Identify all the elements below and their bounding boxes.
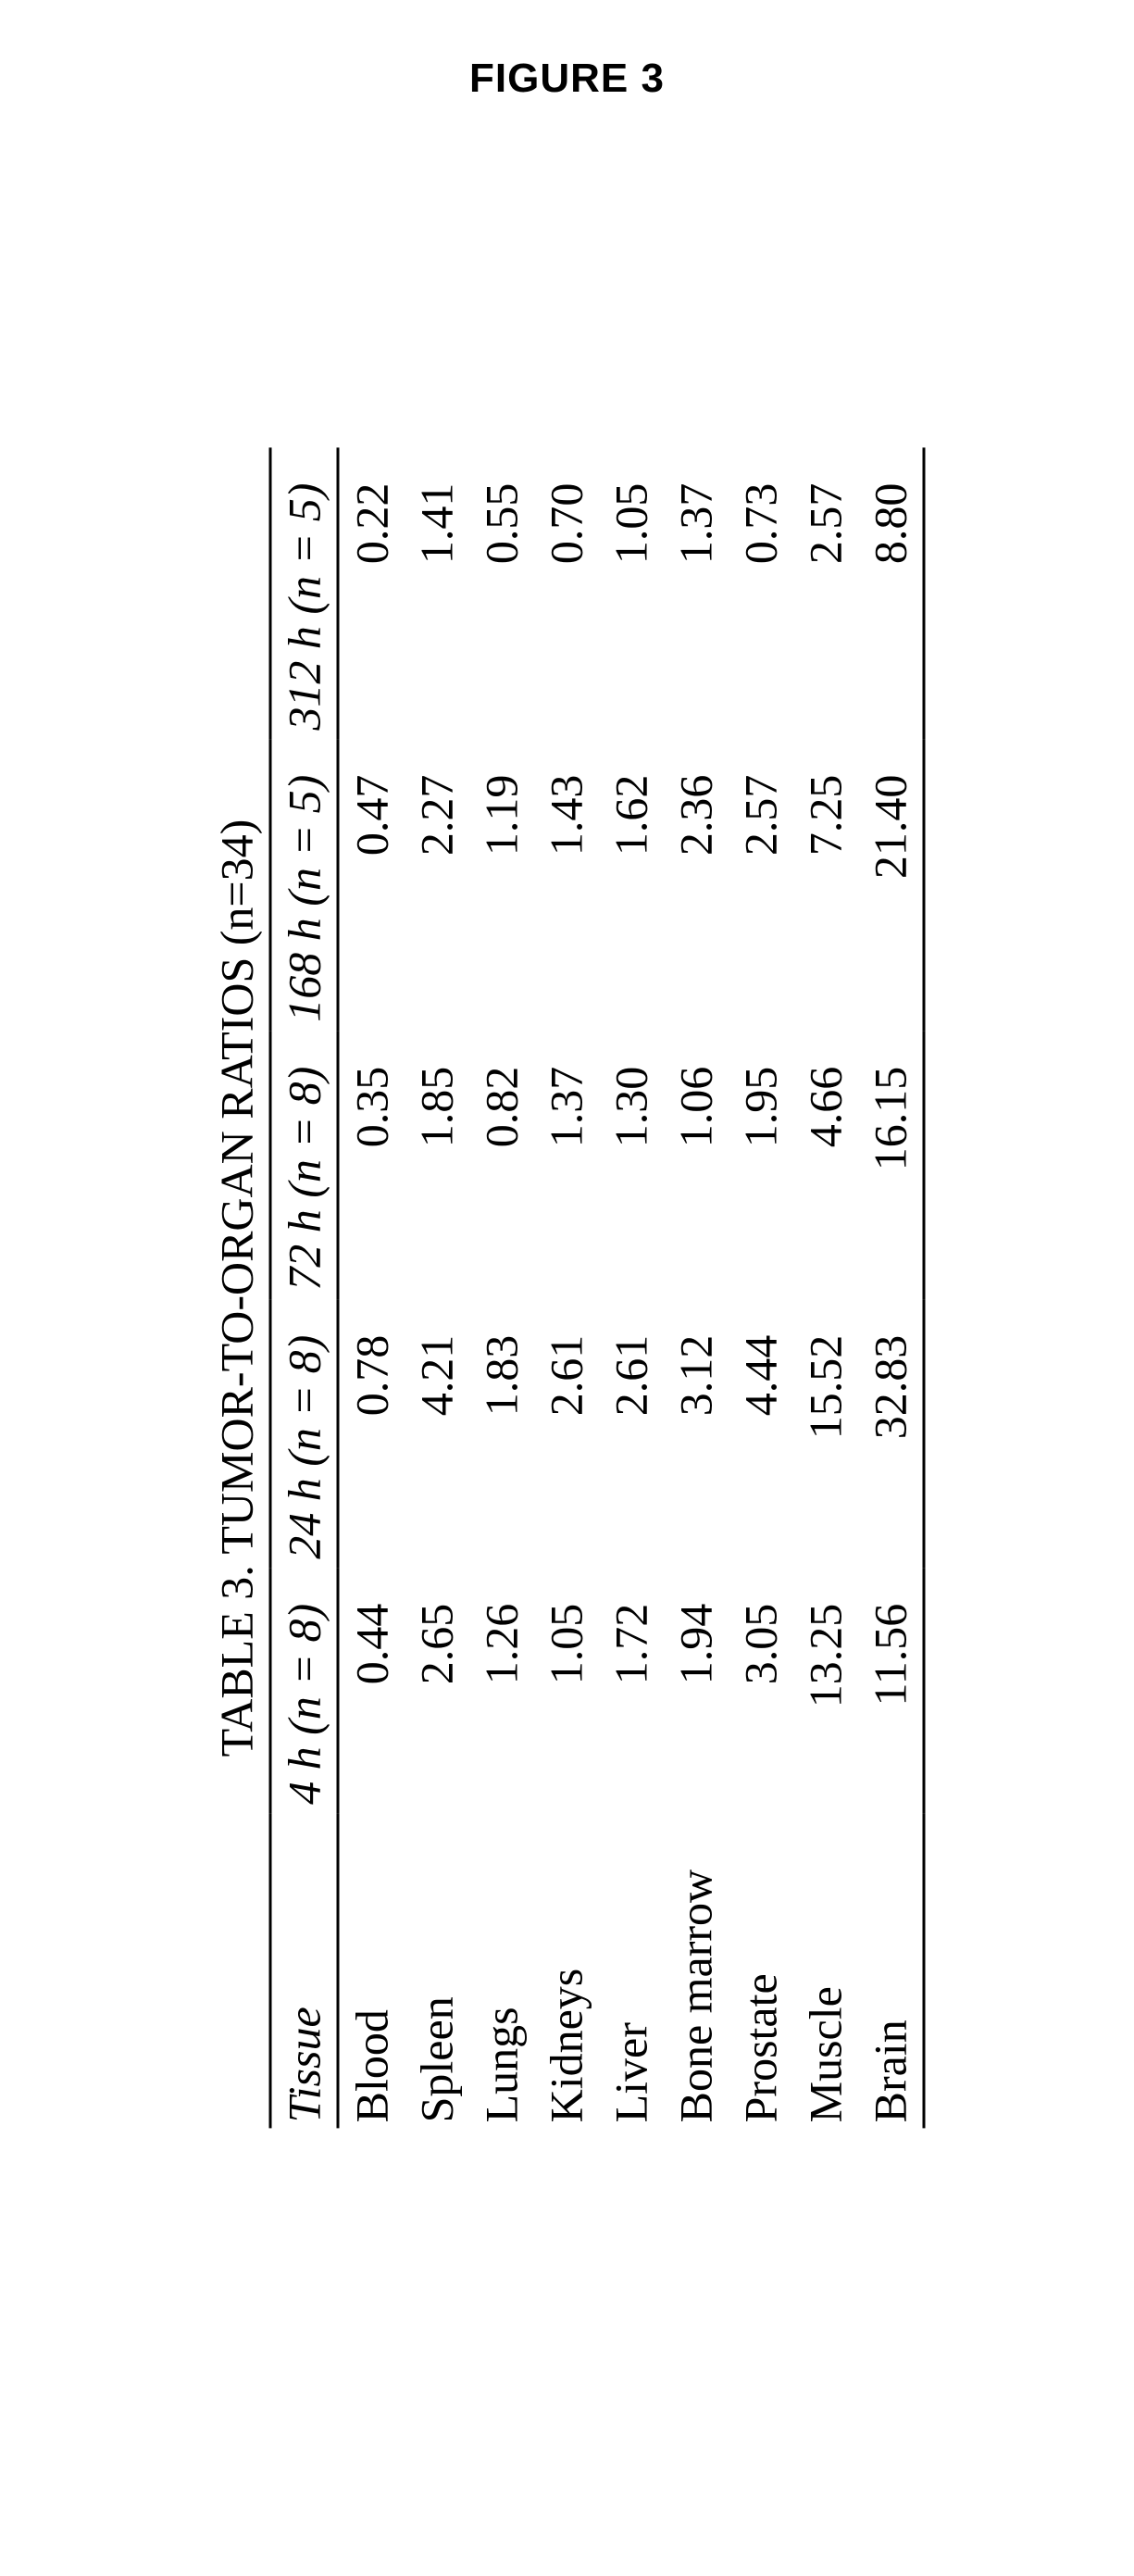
cell: 2.27 (404, 740, 468, 1032)
cell: 1.05 (598, 448, 663, 740)
page: FIGURE 3 TABLE 3. TUMOR-TO-ORGAN RATIOS … (0, 0, 1134, 2576)
table-row: Lungs 1.26 1.83 0.82 1.19 0.55 (468, 448, 533, 2129)
cell: 32.83 (857, 1300, 924, 1569)
cell: 1.37 (533, 1032, 598, 1300)
row-label: Blood (338, 1814, 405, 2129)
cell: 2.65 (404, 1569, 468, 1814)
cell: 1.83 (468, 1300, 533, 1569)
cell: 3.12 (663, 1300, 728, 1569)
cell: 0.47 (338, 740, 405, 1032)
row-header-label: Tissue (270, 1814, 338, 2129)
table-row: Blood 0.44 0.78 0.35 0.47 0.22 (338, 448, 405, 2129)
table-row: Kidneys 1.05 2.61 1.37 1.43 0.70 (533, 448, 598, 2129)
row-label: Liver (598, 1814, 663, 2129)
table-container: TABLE 3. TUMOR-TO-ORGAN RATIOS (n=34) Ti… (209, 448, 925, 2129)
table-row: Spleen 2.65 4.21 1.85 2.27 1.41 (404, 448, 468, 2129)
table-body: Blood 0.44 0.78 0.35 0.47 0.22 Spleen 2.… (338, 448, 924, 2129)
row-label: Lungs (468, 1814, 533, 2129)
table-row: Prostate 3.05 4.44 1.95 2.57 0.73 (728, 448, 792, 2129)
ratios-table: Tissue 4 h (n = 8) 24 h (n = 8) 72 h (n … (268, 448, 925, 2129)
row-label: Muscle (792, 1814, 857, 2129)
col-header: 72 h (n = 8) (270, 1032, 338, 1300)
col-header: 24 h (n = 8) (270, 1300, 338, 1569)
row-label: Prostate (728, 1814, 792, 2129)
row-label: Bone marrow (663, 1814, 728, 2129)
cell: 2.61 (533, 1300, 598, 1569)
cell: 7.25 (792, 740, 857, 1032)
cell: 21.40 (857, 740, 924, 1032)
cell: 1.62 (598, 740, 663, 1032)
cell: 1.37 (663, 448, 728, 740)
cell: 13.25 (792, 1569, 857, 1814)
cell: 1.30 (598, 1032, 663, 1300)
cell: 1.43 (533, 740, 598, 1032)
figure-label: FIGURE 3 (0, 56, 1134, 102)
cell: 0.82 (468, 1032, 533, 1300)
cell: 15.52 (792, 1300, 857, 1569)
col-header: 4 h (n = 8) (270, 1569, 338, 1814)
cell: 1.72 (598, 1569, 663, 1814)
cell: 1.85 (404, 1032, 468, 1300)
row-label: Brain (857, 1814, 924, 2129)
cell: 2.57 (792, 448, 857, 740)
cell: 1.19 (468, 740, 533, 1032)
cell: 0.78 (338, 1300, 405, 1569)
cell: 2.57 (728, 740, 792, 1032)
cell: 0.35 (338, 1032, 405, 1300)
cell: 0.55 (468, 448, 533, 740)
cell: 0.44 (338, 1569, 405, 1814)
col-header: 312 h (n = 5) (270, 448, 338, 740)
cell: 1.06 (663, 1032, 728, 1300)
table-row: Liver 1.72 2.61 1.30 1.62 1.05 (598, 448, 663, 2129)
cell: 11.56 (857, 1569, 924, 1814)
table-row: Muscle 13.25 15.52 4.66 7.25 2.57 (792, 448, 857, 2129)
cell: 4.44 (728, 1300, 792, 1569)
cell: 0.73 (728, 448, 792, 740)
cell: 2.36 (663, 740, 728, 1032)
cell: 2.61 (598, 1300, 663, 1569)
col-header: 168 h (n = 5) (270, 740, 338, 1032)
cell: 1.94 (663, 1569, 728, 1814)
table-row: Brain 11.56 32.83 16.15 21.40 8.80 (857, 448, 924, 2129)
table-header-row: Tissue 4 h (n = 8) 24 h (n = 8) 72 h (n … (270, 448, 338, 2129)
cell: 0.70 (533, 448, 598, 740)
cell: 8.80 (857, 448, 924, 740)
cell: 16.15 (857, 1032, 924, 1300)
cell: 4.21 (404, 1300, 468, 1569)
cell: 1.41 (404, 448, 468, 740)
cell: 3.05 (728, 1569, 792, 1814)
cell: 4.66 (792, 1032, 857, 1300)
cell: 1.05 (533, 1569, 598, 1814)
row-label: Spleen (404, 1814, 468, 2129)
cell: 1.26 (468, 1569, 533, 1814)
table-row: Bone marrow 1.94 3.12 1.06 2.36 1.37 (663, 448, 728, 2129)
cell: 1.95 (728, 1032, 792, 1300)
row-label: Kidneys (533, 1814, 598, 2129)
cell: 0.22 (338, 448, 405, 740)
table-caption: TABLE 3. TUMOR-TO-ORGAN RATIOS (n=34) (209, 448, 263, 2129)
